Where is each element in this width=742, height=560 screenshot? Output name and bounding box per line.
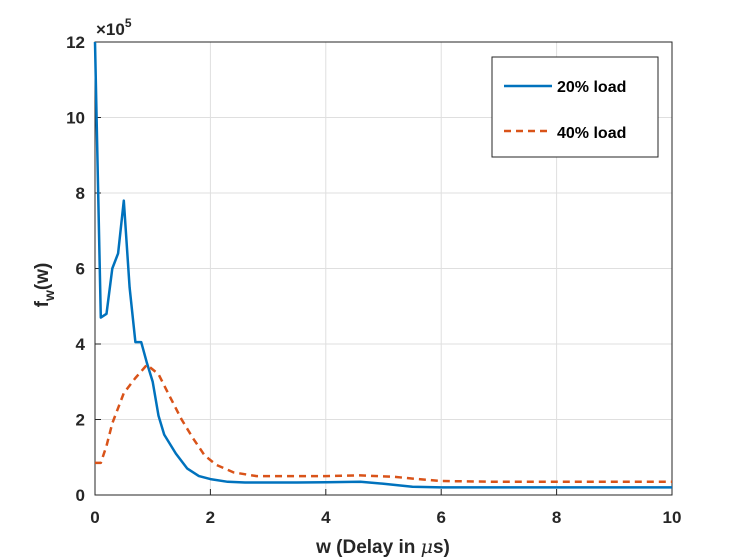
x-axis-label-main: w (Delay in xyxy=(315,537,421,558)
x-tick-label: 4 xyxy=(321,508,331,527)
y-axis-label: fw(w) xyxy=(32,263,57,308)
y-tick-label: 8 xyxy=(76,184,85,203)
x-tick-label: 2 xyxy=(206,508,215,527)
legend-label-40: 40% load xyxy=(557,125,626,142)
y-multiplier: ×105 xyxy=(96,16,132,39)
legend-box xyxy=(491,56,659,158)
series-line-40-load xyxy=(95,363,672,484)
y-axis-label-tail: (w) xyxy=(32,263,53,290)
x-tick-label: 0 xyxy=(90,508,99,527)
y-tick-label: 2 xyxy=(76,411,85,430)
legend-label-20: 20% load xyxy=(557,79,626,96)
y-tick-label: 10 xyxy=(66,109,85,128)
series-line-20-load xyxy=(93,41,672,489)
series-group xyxy=(93,41,672,489)
y-multiplier-prefix: ×10 xyxy=(96,20,125,39)
x-axis-label-tail: s) xyxy=(433,537,450,558)
x-axis-label: w (Delay in μs) xyxy=(315,536,450,558)
x-axis-label-mu: μ xyxy=(421,536,433,558)
y-tick-label: 6 xyxy=(76,260,85,279)
axis-ticks: 0 2 4 6 8 10 0 2 4 6 8 10 12 xyxy=(66,33,681,527)
x-tick-label: 10 xyxy=(663,508,682,527)
y-multiplier-exp: 5 xyxy=(125,16,132,30)
x-tick-label: 8 xyxy=(552,508,561,527)
y-tick-label: 4 xyxy=(76,335,86,354)
x-tick-label: 6 xyxy=(436,508,445,527)
y-tick-label: 12 xyxy=(66,33,85,52)
y-axis-label-main: f xyxy=(32,300,53,307)
y-tick-label: 0 xyxy=(76,486,85,505)
y-axis-label-sub: w xyxy=(41,290,57,302)
legend: 20% load 40% load xyxy=(491,56,659,158)
